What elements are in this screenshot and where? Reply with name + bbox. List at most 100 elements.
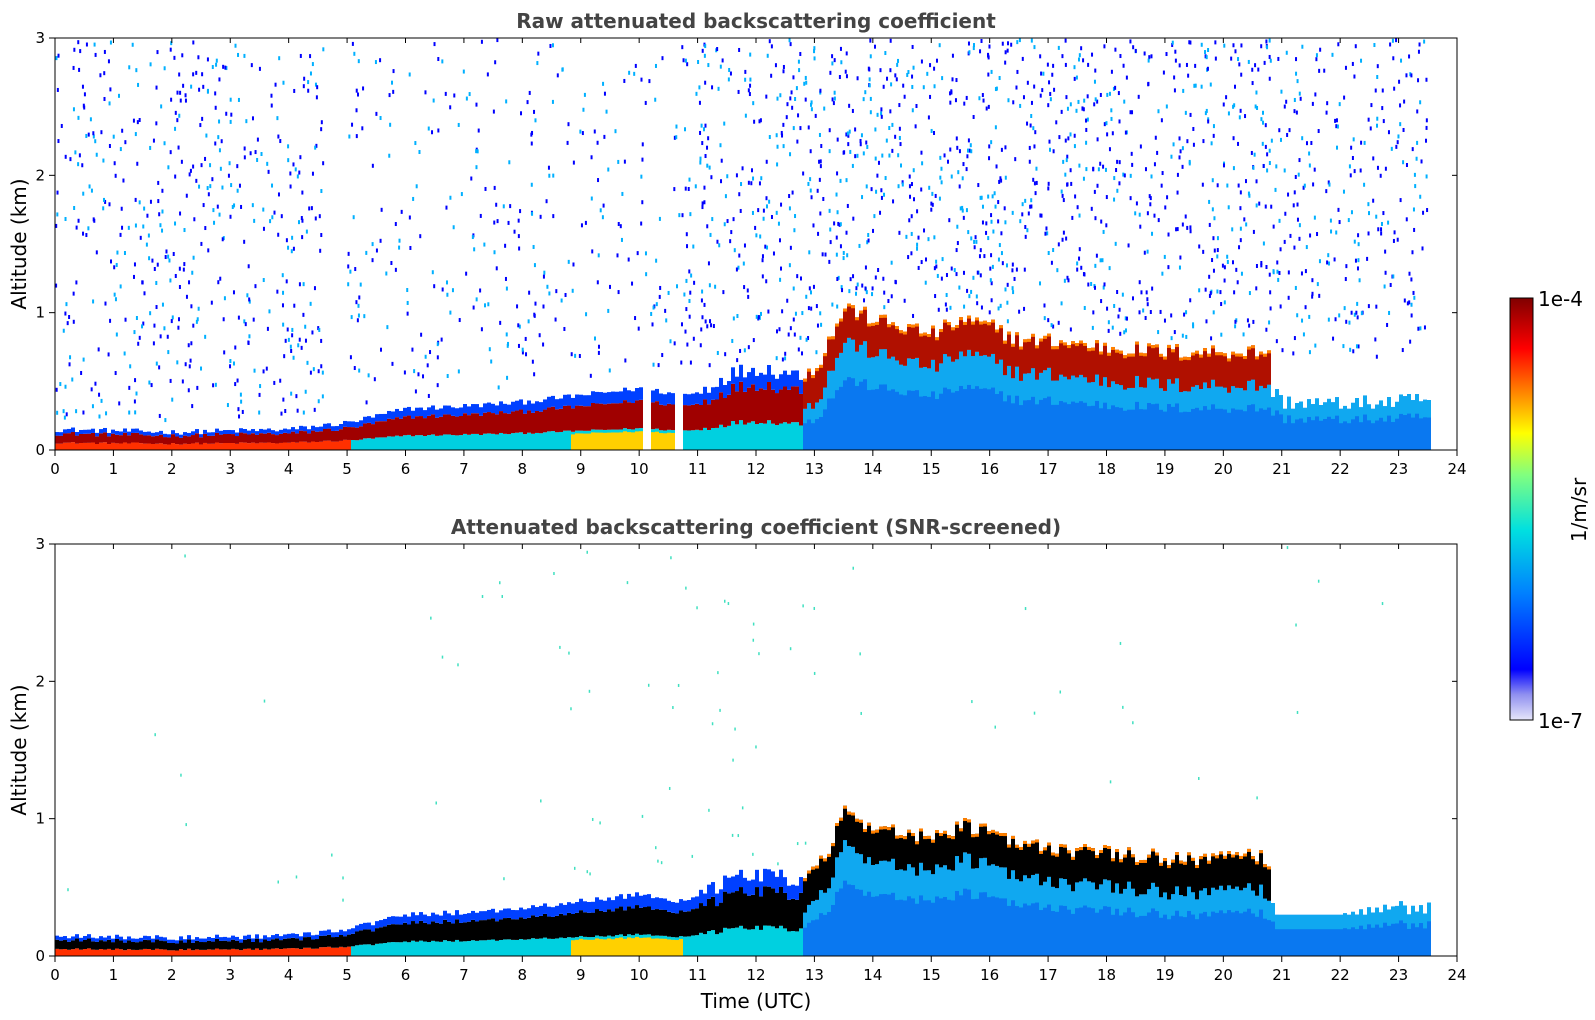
noise-speck bbox=[722, 290, 725, 295]
noise-speck bbox=[708, 808, 710, 812]
noise-speck bbox=[688, 269, 691, 274]
heat-cell bbox=[919, 367, 923, 397]
heat-cell bbox=[287, 933, 291, 939]
heat-cell bbox=[1207, 353, 1211, 357]
heat-cell bbox=[991, 864, 995, 897]
heat-cell bbox=[991, 864, 995, 956]
noise-speck bbox=[683, 292, 686, 297]
noise-speck bbox=[87, 132, 90, 137]
heat-cell bbox=[919, 862, 923, 896]
noise-speck bbox=[1403, 99, 1406, 104]
noise-speck bbox=[1090, 206, 1093, 211]
noise-speck bbox=[1268, 148, 1271, 153]
heat-cell bbox=[1163, 390, 1167, 450]
noise-speck bbox=[225, 66, 228, 71]
heat-cell bbox=[1003, 375, 1007, 450]
heat-cell bbox=[363, 423, 367, 439]
noise-speck bbox=[115, 332, 118, 337]
noise-speck bbox=[910, 182, 913, 187]
noise-speck bbox=[900, 163, 903, 168]
heat-cell bbox=[851, 812, 855, 816]
noise-speck bbox=[391, 361, 394, 366]
noise-speck bbox=[1220, 302, 1223, 307]
heat-cell bbox=[723, 927, 727, 956]
heat-cell bbox=[607, 909, 611, 936]
heat-cell bbox=[287, 433, 291, 443]
top-x-ticks: 0 1 2 3 4 5 6 7 8 9 10 11 12 13 14 15 16 17 18 19 20 21 22 23 24 bbox=[50, 38, 1467, 478]
heat-cell bbox=[1295, 914, 1299, 956]
noise-speck bbox=[304, 324, 307, 329]
noise-speck bbox=[244, 322, 247, 327]
noise-speck bbox=[685, 307, 688, 312]
noise-speck bbox=[148, 380, 151, 385]
heat-cell bbox=[203, 942, 207, 950]
heat-cell bbox=[1103, 844, 1107, 880]
heat-cell bbox=[1155, 852, 1159, 887]
noise-speck bbox=[672, 706, 674, 710]
heat-cell bbox=[83, 939, 87, 949]
noise-speck bbox=[531, 130, 534, 135]
noise-speck bbox=[218, 119, 221, 124]
heat-cell bbox=[431, 912, 435, 922]
noise-speck bbox=[967, 41, 970, 46]
noise-speck bbox=[1179, 149, 1182, 154]
noise-speck bbox=[1328, 261, 1331, 266]
noise-speck bbox=[1277, 56, 1280, 61]
noise-speck bbox=[1237, 141, 1240, 146]
noise-speck bbox=[845, 132, 848, 137]
heat-cell bbox=[283, 938, 287, 949]
heat-cell bbox=[743, 377, 747, 392]
heat-cell bbox=[1319, 914, 1323, 956]
heat-cell bbox=[1171, 894, 1175, 956]
noise-speck bbox=[127, 225, 130, 230]
heat-cell bbox=[1107, 352, 1111, 388]
heat-cell bbox=[1139, 387, 1143, 450]
heat-cell bbox=[1307, 914, 1311, 956]
noise-speck bbox=[1300, 271, 1303, 276]
heat-cell bbox=[703, 427, 707, 450]
heat-cell bbox=[683, 936, 687, 956]
heat-cell bbox=[1095, 889, 1099, 956]
heat-cell bbox=[731, 928, 735, 956]
heat-cell bbox=[539, 905, 543, 916]
noise-speck bbox=[927, 237, 930, 242]
noise-speck bbox=[1334, 118, 1337, 123]
heat-cell bbox=[1003, 340, 1007, 376]
noise-speck bbox=[82, 231, 85, 236]
noise-speck bbox=[1010, 42, 1013, 47]
heat-cell bbox=[867, 323, 871, 327]
noise-speck bbox=[1338, 313, 1341, 318]
heat-cell bbox=[715, 934, 719, 956]
heat-cell bbox=[79, 442, 83, 450]
heat-cell bbox=[687, 900, 691, 912]
heat-cell bbox=[1071, 341, 1075, 345]
heat-cell bbox=[1351, 402, 1355, 420]
noise-speck bbox=[742, 261, 745, 266]
noise-speck bbox=[95, 250, 98, 255]
noise-speck bbox=[112, 134, 115, 139]
noise-speck bbox=[1308, 151, 1311, 156]
noise-speck bbox=[1033, 45, 1036, 50]
noise-speck bbox=[1139, 144, 1142, 149]
noise-speck bbox=[1257, 67, 1260, 72]
heat-cell bbox=[87, 442, 91, 450]
noise-speck bbox=[138, 335, 141, 340]
noise-speck bbox=[759, 311, 762, 316]
noise-speck bbox=[507, 220, 510, 225]
heat-cell bbox=[891, 322, 895, 326]
heat-cell bbox=[267, 428, 271, 433]
noise-speck bbox=[793, 332, 796, 337]
heat-cell bbox=[1195, 385, 1199, 408]
noise-speck bbox=[276, 289, 279, 294]
heat-cell bbox=[1195, 865, 1199, 900]
heat-cell bbox=[483, 920, 487, 941]
heat-cell bbox=[835, 823, 839, 858]
heat-cell bbox=[535, 938, 539, 956]
noise-speck bbox=[520, 111, 523, 116]
heat-cell bbox=[743, 928, 747, 956]
heat-cell bbox=[339, 935, 343, 947]
noise-speck bbox=[689, 212, 692, 217]
heat-cell bbox=[411, 940, 415, 956]
noise-speck bbox=[655, 846, 657, 850]
noise-speck bbox=[254, 284, 257, 289]
